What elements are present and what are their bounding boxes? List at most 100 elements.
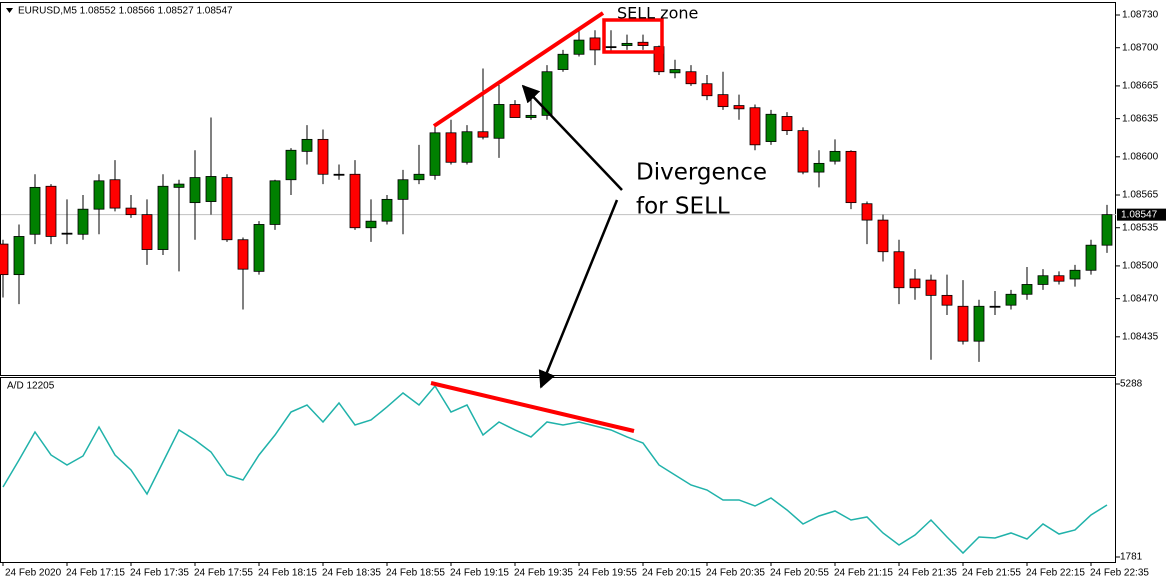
candle-body [365, 220, 377, 229]
candle-body [1021, 284, 1033, 295]
y-tick-label: 1.08565 [1122, 190, 1159, 201]
candle-body [45, 185, 57, 237]
candle-body [221, 177, 233, 241]
candle-body [957, 305, 969, 342]
arrow [538, 199, 619, 389]
y-tick-label: 1.08435 [1122, 331, 1159, 342]
candle-body [941, 294, 953, 306]
menu-triangle [6, 8, 13, 13]
candle-body [893, 251, 905, 289]
candle-body [1053, 275, 1065, 282]
x-tick-label: 24 Feb 20:35 [706, 568, 765, 579]
candle-body [701, 83, 713, 97]
arrow [521, 84, 623, 191]
candle-body [269, 180, 281, 225]
candle-body [477, 131, 489, 138]
candle-body [925, 279, 937, 296]
candle-body [1037, 275, 1049, 285]
candle-body [813, 162, 825, 173]
candle-body [573, 39, 585, 55]
candle-body [61, 232, 73, 235]
x-tick-label: 24 Feb 18:15 [258, 568, 317, 579]
x-tick-label: 24 Feb 19:15 [450, 568, 509, 579]
annotation: Divergence [636, 160, 767, 186]
candle-body [333, 173, 345, 176]
y-tick-label: 1.08500 [1122, 261, 1159, 272]
candle-body [589, 37, 601, 51]
candle-body [685, 71, 697, 85]
candle-body [829, 150, 841, 162]
candle-body [669, 69, 681, 74]
candle-body [173, 183, 185, 188]
candle-body [765, 113, 777, 142]
candle-body [29, 186, 41, 235]
candle-body [973, 305, 985, 342]
candle-body [253, 224, 265, 272]
price-trendline [432, 11, 605, 128]
x-tick-label: 24 Feb 20:55 [770, 568, 829, 579]
annotation: SELL zone [617, 4, 698, 23]
candle-body [413, 173, 425, 181]
x-tick-label: 24 Feb 21:35 [898, 568, 957, 579]
candle-body [717, 94, 729, 108]
x-tick-label: 24 Feb 22:35 [1090, 568, 1149, 579]
x-tick-label: 24 Feb 19:55 [578, 568, 637, 579]
candle-body [381, 198, 393, 222]
candle-body [349, 173, 361, 229]
candle-body [749, 107, 761, 146]
candle-body [125, 207, 137, 216]
symbol-header: EURUSD,M5 1.08552 1.08566 1.08527 1.0854… [18, 6, 233, 17]
candle-body [605, 46, 617, 49]
candle-body [541, 71, 553, 116]
x-tick-label: 24 Feb 17:35 [130, 568, 189, 579]
candle-body [909, 278, 921, 289]
candle-body [845, 150, 857, 204]
x-tick-label: 24 Feb 20:15 [642, 568, 701, 579]
candle-body [797, 130, 809, 173]
candle-body [557, 53, 569, 70]
candle-body [989, 305, 1001, 308]
indicator-trendline [430, 381, 635, 433]
candle-body [461, 131, 473, 163]
annotation: for SELL [636, 194, 730, 220]
candle-body [445, 132, 457, 163]
candle-body [653, 46, 665, 73]
candle-body [1069, 269, 1081, 280]
x-tick-label: 24 Feb 22:15 [1026, 568, 1085, 579]
candle-body [1005, 293, 1017, 306]
x-tick-label: 24 Feb 18:55 [386, 568, 445, 579]
candle-body [237, 239, 249, 270]
y-tick-label: 1.08730 [1122, 10, 1159, 21]
x-tick-label: 24 Feb 19:35 [514, 568, 573, 579]
x-tick-label: 24 Feb 17:15 [66, 568, 125, 579]
candle-body [13, 236, 25, 276]
x-tick-label: 24 Feb 18:35 [322, 568, 381, 579]
candle-body [77, 208, 89, 235]
x-tick-label: 24 Feb 2020 [5, 568, 62, 579]
y-tick-label: 1.08535 [1122, 222, 1159, 233]
sell-zone-box [602, 18, 664, 54]
candle-body [189, 177, 201, 204]
candle-body [637, 41, 649, 46]
y-tick-label: 5288 [1120, 379, 1143, 390]
x-tick-label: 24 Feb 21:15 [834, 568, 893, 579]
candle-body [781, 116, 793, 132]
candle-body [877, 219, 889, 253]
x-tick-label: 24 Feb 21:55 [962, 568, 1021, 579]
candle-body [509, 104, 521, 118]
candle-body [861, 203, 873, 221]
y-tick-label: 1.08470 [1122, 293, 1159, 304]
candle-body [141, 214, 153, 250]
candle-body [1101, 214, 1113, 246]
candle-body [525, 114, 537, 118]
last-price-box [1117, 208, 1166, 221]
x-tick-label: 24 Feb 17:55 [194, 568, 253, 579]
candle-body [205, 176, 217, 202]
indicator-label: A/D 12205 [7, 381, 55, 392]
candle-body [429, 132, 441, 176]
candle-body [0, 243, 9, 276]
candle-body [733, 105, 745, 110]
candle-body [285, 149, 297, 181]
y-tick-label: 1.08665 [1122, 81, 1159, 92]
